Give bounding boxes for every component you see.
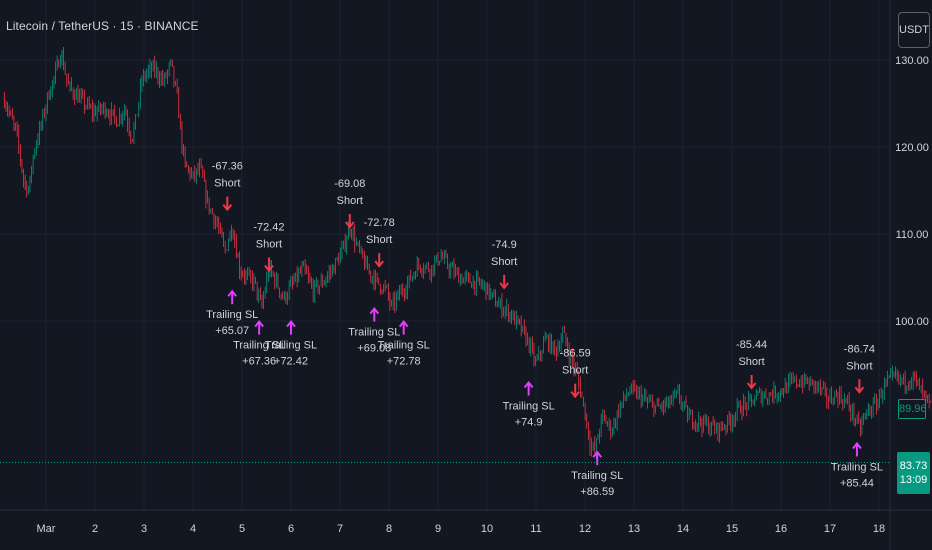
time-tick-label: 15 xyxy=(726,523,738,535)
short-pnl-label: -72.42 xyxy=(253,222,284,234)
price-tick-label: 130.00 xyxy=(895,55,929,67)
exit-arrow-icon xyxy=(523,380,534,389)
time-tick-label: 9 xyxy=(435,523,441,535)
current-price-tag: 89.96 xyxy=(898,399,927,419)
short-pnl-label: -85.44 xyxy=(736,339,767,351)
bar-countdown: 13:09 xyxy=(899,474,928,486)
short-arrow-icon xyxy=(499,282,509,290)
short-label: Short xyxy=(256,239,282,251)
short-arrow-icon xyxy=(345,221,355,229)
last-price-value: 83.73 xyxy=(899,460,928,472)
short-arrow-icon xyxy=(264,264,274,273)
exit-label: Trailing SL xyxy=(503,401,555,413)
time-tick-label: 4 xyxy=(190,523,196,535)
short-pnl-label: -69.08 xyxy=(334,178,365,190)
exit-pnl-label: +86.59 xyxy=(580,486,614,498)
price-axis[interactable]: 100.00 110.00 120.00 130.00 xyxy=(895,55,929,328)
short-label: Short xyxy=(337,195,363,207)
symbol-title: Litecoin / TetherUS · 15 · BINANCE xyxy=(6,19,199,33)
exit-label: Trailing SL xyxy=(571,470,623,482)
exit-arrow-icon xyxy=(286,320,296,328)
exit-pnl-label: +85.44 xyxy=(840,477,874,489)
time-tick-label: 17 xyxy=(824,523,836,535)
trade-markers: -67.36Short-72.42Short-69.08Short-72.78S… xyxy=(206,161,883,499)
short-pnl-label: -86.74 xyxy=(844,343,875,355)
time-tick-label: 13 xyxy=(628,523,640,535)
exit-pnl-label: +72.42 xyxy=(274,356,308,368)
exit-arrow-icon xyxy=(852,441,862,450)
short-arrow-icon xyxy=(854,386,865,394)
short-pnl-label: -72.78 xyxy=(364,217,395,229)
time-tick-label: 6 xyxy=(288,523,294,535)
short-pnl-label: -74.9 xyxy=(492,239,517,251)
short-arrow-icon xyxy=(746,382,757,390)
exit-arrow-icon xyxy=(398,320,409,328)
time-tick-label: 18 xyxy=(873,523,885,535)
short-arrow-icon xyxy=(570,391,580,399)
short-label: Short xyxy=(214,178,240,190)
exit-label: Trailing SL xyxy=(265,340,317,352)
price-tick-label: 120.00 xyxy=(895,142,929,154)
exit-arrow-icon xyxy=(369,306,380,315)
exit-pnl-label: +72.78 xyxy=(387,356,421,368)
time-tick-label: 14 xyxy=(677,523,689,535)
exit-pnl-label: +65.07 xyxy=(215,325,249,337)
exit-label: Trailing SL xyxy=(233,340,285,352)
short-label: Short xyxy=(491,256,517,268)
price-tick-label: 110.00 xyxy=(896,229,929,241)
price-tick-label: 100.00 xyxy=(895,316,929,328)
short-label: Short xyxy=(366,234,392,246)
time-tick-label: 8 xyxy=(386,523,392,535)
candles xyxy=(3,46,932,459)
exit-arrow-icon xyxy=(254,320,264,328)
short-label: Short xyxy=(738,356,764,368)
time-tick-label: 12 xyxy=(579,523,591,535)
time-tick-label: 5 xyxy=(239,523,245,535)
last-price-tag: 83.73 13:09 xyxy=(897,452,930,494)
exit-label: Trailing SL xyxy=(348,327,400,339)
short-pnl-label: -86.59 xyxy=(560,348,591,360)
short-pnl-label: -67.36 xyxy=(212,161,243,173)
exit-label: Trailing SL xyxy=(206,309,258,321)
exit-pnl-label: +67.36 xyxy=(242,356,276,368)
exit-label: Trailing SL xyxy=(831,461,883,473)
time-tick-label: 16 xyxy=(775,523,787,535)
time-tick-label: 11 xyxy=(530,523,541,535)
time-axis[interactable]: Mar 2 3 4 5 6 7 8 9 10 11 12 13 14 15 16 17 18 xyxy=(37,523,886,535)
short-arrow-icon xyxy=(374,260,384,268)
exit-arrow-icon xyxy=(227,289,237,297)
time-tick-label: 3 xyxy=(141,523,147,535)
exit-arrow-icon xyxy=(592,450,603,458)
short-label: Short xyxy=(562,365,588,377)
short-label: Short xyxy=(846,360,872,372)
exit-pnl-label: +74.9 xyxy=(515,417,543,429)
exit-pnl-label: +69.08 xyxy=(357,343,391,355)
currency-button[interactable]: USDT xyxy=(898,12,930,48)
time-tick-label: 2 xyxy=(92,523,98,535)
short-arrow-icon xyxy=(222,203,233,212)
exit-label: Trailing SL xyxy=(378,340,430,352)
time-tick-label: 7 xyxy=(337,523,343,535)
time-tick-label: 10 xyxy=(481,523,493,535)
time-tick-label: Mar xyxy=(37,523,56,535)
